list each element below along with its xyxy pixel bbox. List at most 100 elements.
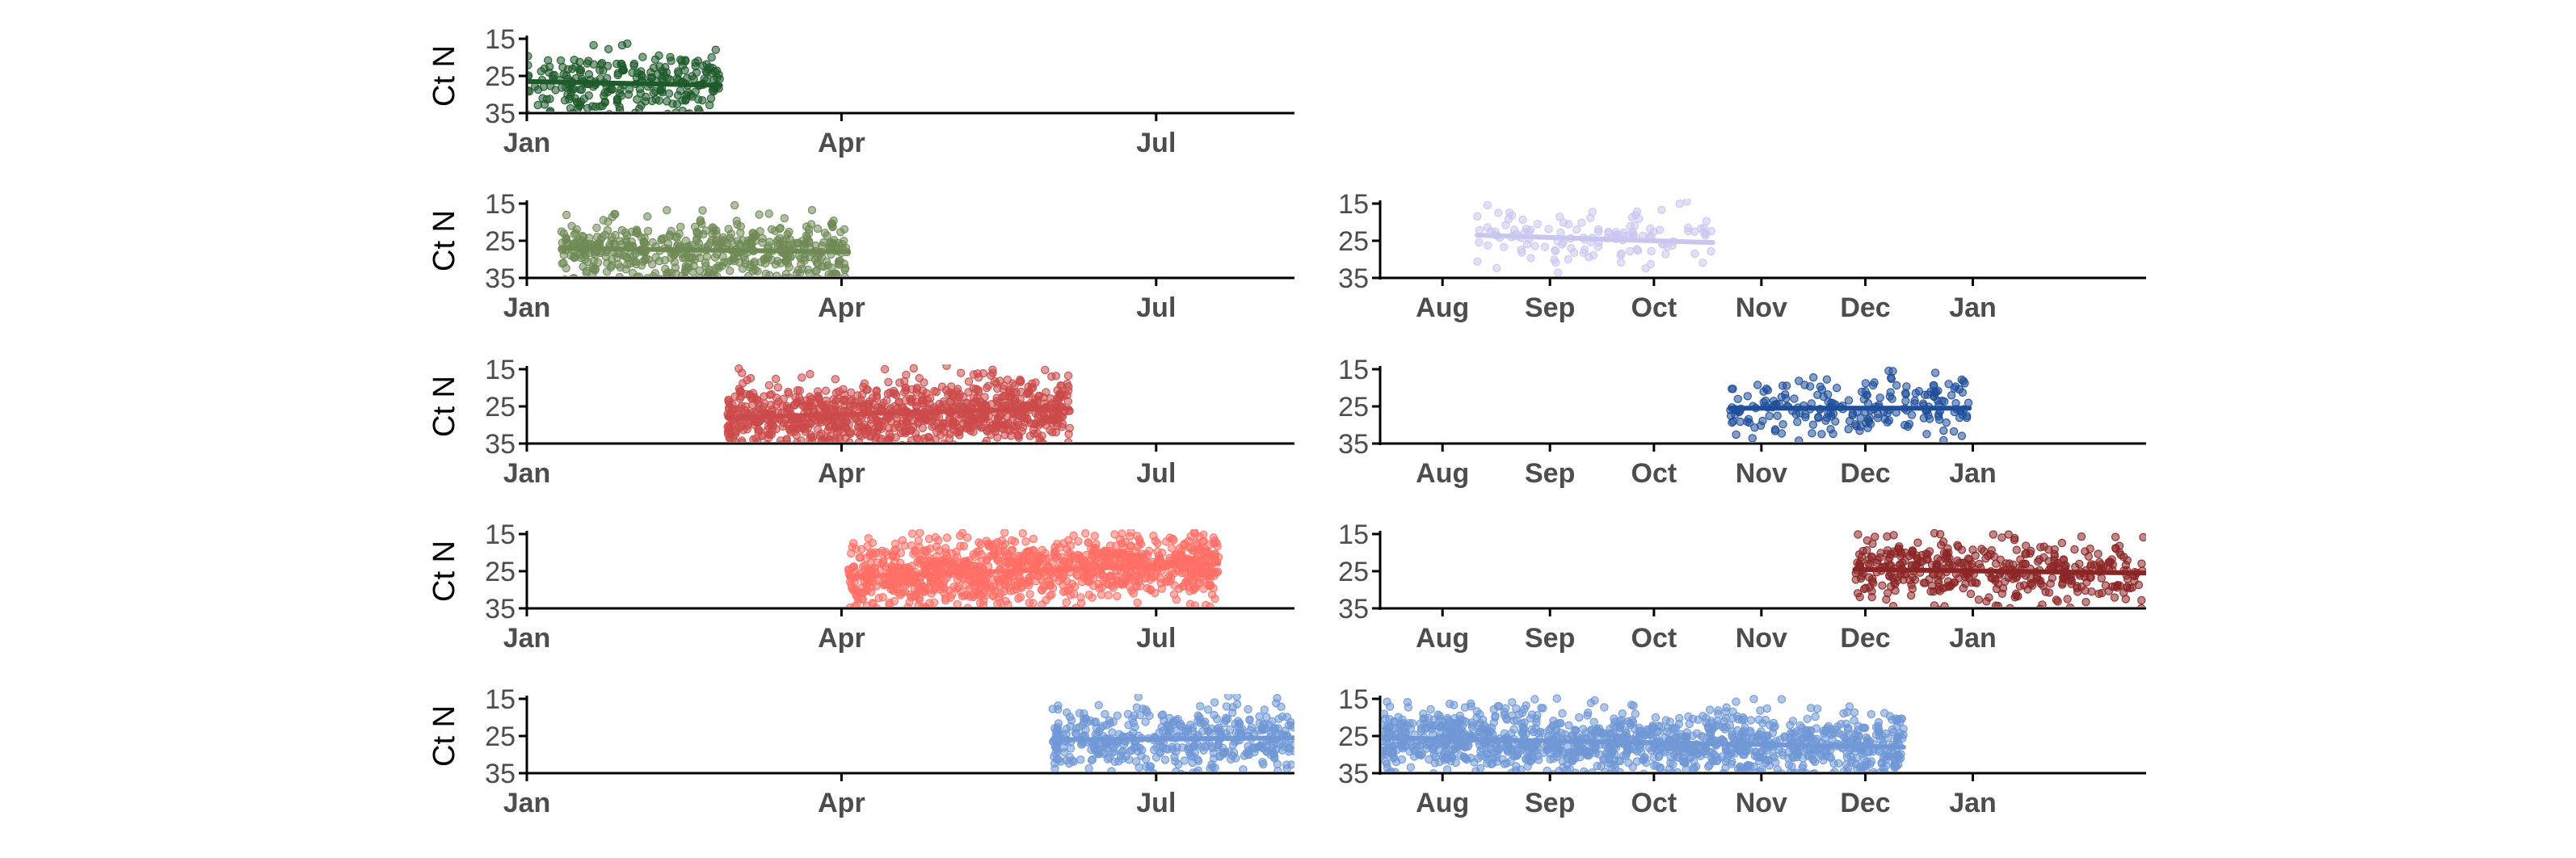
data-point (1560, 730, 1570, 739)
data-point (969, 561, 979, 571)
data-point (730, 253, 739, 263)
data-point (1147, 586, 1155, 595)
data-point (746, 260, 755, 269)
data-point (1071, 604, 1080, 607)
data-point (851, 403, 860, 412)
data-point (1193, 545, 1203, 553)
data-point (1728, 385, 1737, 393)
data-point (712, 226, 721, 235)
data-point (941, 385, 951, 395)
data-point (704, 65, 713, 74)
data-point (1171, 550, 1181, 559)
data-point (1084, 764, 1093, 772)
data-point (1801, 413, 1810, 422)
data-point (1167, 544, 1176, 553)
data-point (671, 233, 680, 242)
data-point (832, 427, 842, 435)
data-point (1944, 380, 1953, 389)
x-tick-label-jan: Jan (503, 458, 551, 489)
data-point (638, 53, 647, 61)
data-point (655, 51, 663, 60)
data-point (569, 252, 579, 262)
data-point (1585, 213, 1595, 222)
data-point (1008, 415, 1017, 424)
data-point (905, 598, 914, 607)
data-point (1136, 582, 1145, 591)
data-point (974, 547, 984, 556)
data-point (868, 538, 878, 548)
data-point (882, 396, 891, 405)
data-point (1902, 382, 1911, 391)
data-point (1205, 582, 1214, 591)
data-point (1064, 430, 1073, 439)
y-tick-label: 35 (485, 99, 516, 129)
data-point (695, 273, 703, 276)
data-point (2036, 604, 2044, 607)
x-tick-label-dec: Dec (1840, 623, 1890, 654)
data-point (915, 373, 924, 383)
data-point (1126, 532, 1134, 541)
data-point (1826, 425, 1835, 434)
data-point (1746, 716, 1756, 725)
data-point (1629, 701, 1638, 710)
data-point (884, 377, 893, 387)
data-point (1199, 746, 1208, 755)
data-point (795, 386, 805, 395)
data-point (562, 275, 568, 276)
data-point (1946, 583, 1955, 591)
data-point (2081, 547, 2090, 556)
data-point (1750, 423, 1759, 432)
data-point (1066, 591, 1075, 599)
data-point (993, 599, 1002, 607)
data-point (1087, 755, 1096, 765)
data-point (1080, 714, 1088, 724)
data-point (1938, 584, 1947, 593)
data-point (712, 66, 722, 75)
data-point (1639, 769, 1648, 772)
data-point (1050, 724, 1059, 733)
data-point (650, 269, 660, 276)
data-point (1806, 704, 1816, 713)
data-point (955, 431, 964, 440)
data-point (1017, 578, 1026, 587)
data-point (791, 393, 800, 402)
data-point (1808, 429, 1816, 438)
data-point (1142, 762, 1151, 772)
data-point (964, 377, 974, 386)
data-point (1058, 419, 1067, 428)
data-point (846, 427, 855, 436)
data-point (874, 594, 883, 603)
data-point (1050, 764, 1059, 772)
data-point (1126, 574, 1135, 584)
data-point (1777, 393, 1786, 402)
data-point (1675, 199, 1684, 208)
data-point (1475, 238, 1484, 247)
data-point (1964, 554, 1973, 563)
data-point (906, 440, 912, 442)
data-point (798, 416, 808, 426)
data-point (1790, 394, 1799, 403)
data-point (2012, 545, 2021, 554)
data-point (1257, 724, 1267, 733)
data-point (2004, 530, 2013, 539)
y-tick-label: 15 (485, 24, 516, 55)
y-axis-title: Ct N (427, 540, 461, 602)
data-point (2077, 583, 2086, 591)
data-point (988, 365, 997, 374)
data-point (1856, 574, 1866, 583)
data-point (1868, 539, 1877, 549)
data-point (805, 269, 814, 276)
x-tick-label-aug: Aug (1416, 292, 1469, 323)
data-point (2081, 598, 2090, 607)
data-point (1866, 419, 1875, 428)
data-point (570, 238, 579, 248)
data-point (880, 364, 890, 374)
data-point (992, 393, 1001, 402)
data-point (1083, 576, 1092, 585)
data-point (615, 272, 624, 276)
data-point (1517, 248, 1526, 257)
data-point (558, 62, 567, 72)
data-point (940, 588, 949, 598)
data-point (901, 383, 911, 392)
